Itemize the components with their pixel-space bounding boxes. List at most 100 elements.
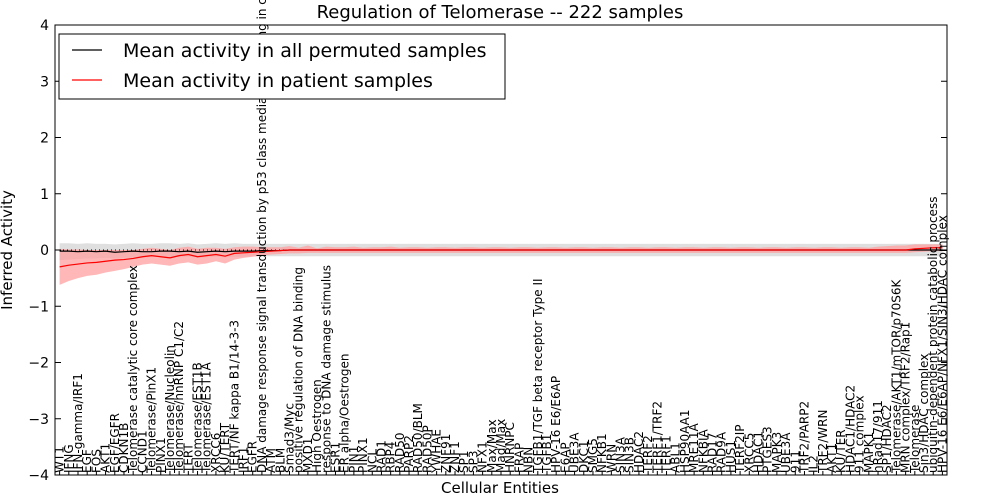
y-tick-label: 2: [40, 131, 49, 147]
x-tick-label: ZNF91: [439, 434, 453, 473]
x-tick-label: UBE3A: [568, 432, 582, 473]
x-tick-label: HUS1: [724, 440, 738, 473]
x-tick-label: YWHAE: [430, 429, 444, 474]
x-tick-label: RAD50: [393, 432, 407, 473]
x-tick-label: PINX1: [154, 437, 168, 473]
x-tick-label: DKC1: [577, 441, 591, 473]
y-tick-label: −1: [28, 299, 49, 315]
x-tick-label: HNRNPC: [503, 422, 517, 473]
x-tick-label: BLM: [273, 448, 287, 473]
x-tick-label: AKT1: [99, 443, 113, 473]
y-axis: −4 −3 −2 −1 0 1 2 3 4: [28, 18, 947, 484]
y-tick-label: 4: [40, 18, 49, 34]
x-tick-label: High Oestrogen: [310, 379, 324, 473]
x-tick-label: FOS: [89, 449, 103, 473]
x-tick-label: SIN3A: [614, 436, 628, 473]
x-tick-label: HDAC1: [751, 431, 765, 473]
x-tick-label: EGFR: [246, 441, 260, 473]
x-tick-label: Smad3/Myc: [282, 403, 296, 473]
x-tick-label: response to DNA damage stimulus: [319, 265, 333, 473]
x-tick-label: HDAC1/HDAC2: [843, 385, 857, 473]
x-tick-label: 911: [788, 450, 802, 473]
patient-mean-line: [59, 247, 943, 268]
x-tick-label: MAPK1: [862, 432, 876, 473]
legend-label-permuted: Mean activity in all permuted samples: [123, 40, 486, 62]
x-tick-label: CDKN1B: [117, 423, 131, 473]
x-tick-label: TRF2/WRN: [816, 410, 830, 474]
x-tick-label: Telomerase catalytic core complex: [126, 265, 140, 474]
y-axis-title: Inferred Activity: [0, 190, 16, 310]
x-tick-label: EGF: [80, 449, 94, 473]
x-tick-label: ZNF1: [448, 441, 462, 473]
x-tick-label: CCND1: [135, 430, 149, 473]
x-tick-label: Telomerase/AKT1/mTOR/p70S6K: [889, 278, 903, 474]
x-tick-label: NFX1: [476, 441, 490, 473]
x-tick-label: RAD50/BLM: [411, 403, 425, 473]
x-axis-labels: WT1IFNGIFN-gamma/IRF1EGFFOSAKT1EGF/EGFRC…: [53, 0, 949, 475]
x-tick-label: TGFB1/TGF beta receptor Type II: [531, 278, 545, 474]
x-tick-label: EGF/EGFR: [108, 413, 122, 473]
y-tick-label: −3: [28, 412, 49, 428]
x-tick-label: RBP4: [384, 442, 398, 473]
x-tick-label: Sin3/HDAC complex: [917, 354, 931, 473]
x-tick-label: ER alpha/Oestrogen: [338, 354, 352, 473]
x-tick-label: ubiquitin-dependent protein catabolic pr…: [926, 197, 940, 473]
x-tick-label: Telomerase/EST1A: [200, 361, 214, 474]
x-tick-label: TRF2/PARP2: [797, 401, 811, 474]
x-tick-label: PTGES3: [761, 426, 775, 473]
x-tick-label: PINX1: [356, 437, 370, 473]
x-tick-label: HDAC2: [632, 431, 646, 473]
x-tick-label: MRN complex/TRF2/Rap1: [899, 322, 913, 473]
y-tick-label: 3: [40, 74, 49, 90]
x-tick-label: NFKB1: [595, 433, 609, 473]
x-axis-title: Cellular Entities: [441, 479, 559, 497]
x-tick-label: RAD1: [374, 440, 388, 473]
x-tick-label: NCL: [365, 449, 379, 473]
x-tick-label: IFNG: [62, 444, 76, 473]
x-tick-label: RAD50P: [420, 425, 434, 473]
x-tick-label: TERF2: [641, 435, 655, 474]
x-tick-label: XRCC6: [209, 433, 223, 473]
x-tick-label: Telomerase/hnRNP C1/C2: [172, 321, 186, 474]
x-tick-label: NBN: [522, 447, 536, 473]
x-tick-label: HPV-16 E6/E6AP: [549, 376, 563, 473]
x-tick-label: positive regulation of DNA binding: [292, 267, 306, 473]
legend: Mean activity in all permuted samples Me…: [58, 33, 506, 100]
x-tick-label: WRN: [604, 444, 618, 473]
x-tick-label: Telomerase/EST1B: [191, 362, 205, 474]
x-tick-label: SP3: [466, 451, 480, 474]
x-tick-label: AKT1: [825, 443, 839, 473]
x-tick-label: Telomerase/PinX1: [145, 367, 159, 474]
x-tick-label: IRF1: [237, 447, 251, 473]
plot-area: [55, 243, 947, 285]
y-tick-label: 0: [40, 243, 49, 259]
x-tick-label: Telomerase/Nucleolin: [163, 345, 177, 474]
x-tick-label: IFN-gamma/IRF1: [71, 373, 85, 473]
x-tick-label: TGFB1: [540, 434, 554, 474]
x-tick-label: 911 complex: [853, 395, 867, 473]
x-tick-label: TERF1: [660, 435, 674, 474]
x-tick-label: ESR1: [328, 442, 342, 473]
x-tick-label: PIN1: [347, 446, 361, 473]
chart-title: Regulation of Telomerase -- 222 samples: [317, 2, 684, 23]
x-tick-label: TERT: [181, 443, 195, 474]
x-tick-label: hRad17/911: [871, 400, 885, 473]
x-tick-label: HPV-16 E6/E6AP/NFX1/SIN3/HDAC complex: [935, 215, 949, 473]
x-tick-label: KU/TERT: [218, 422, 232, 473]
x-tick-label: UBE3A: [779, 432, 793, 473]
x-tick-label: SMG5: [586, 438, 600, 473]
x-tick-label: E6AP: [558, 442, 572, 473]
patient-confidence-band: [59, 244, 943, 285]
x-tick-label: NFKBIA: [696, 428, 710, 473]
y-tick-label: 1: [40, 187, 49, 203]
x-tick-label: Telomerase: [908, 405, 922, 474]
x-tick-label: SP1: [457, 451, 471, 474]
x-tick-label: DNA damage response signal transduction …: [255, 0, 269, 473]
x-tick-label: IL2: [807, 455, 821, 473]
x-tick-label: SP1/HDAC2: [880, 404, 894, 473]
x-tick-label: TERF2IP: [733, 424, 747, 474]
x-tick-label: KU/TER: [834, 429, 848, 473]
legend-label-patient: Mean activity in patient samples: [123, 70, 433, 92]
x-tick-label: RAD9A: [715, 431, 729, 473]
